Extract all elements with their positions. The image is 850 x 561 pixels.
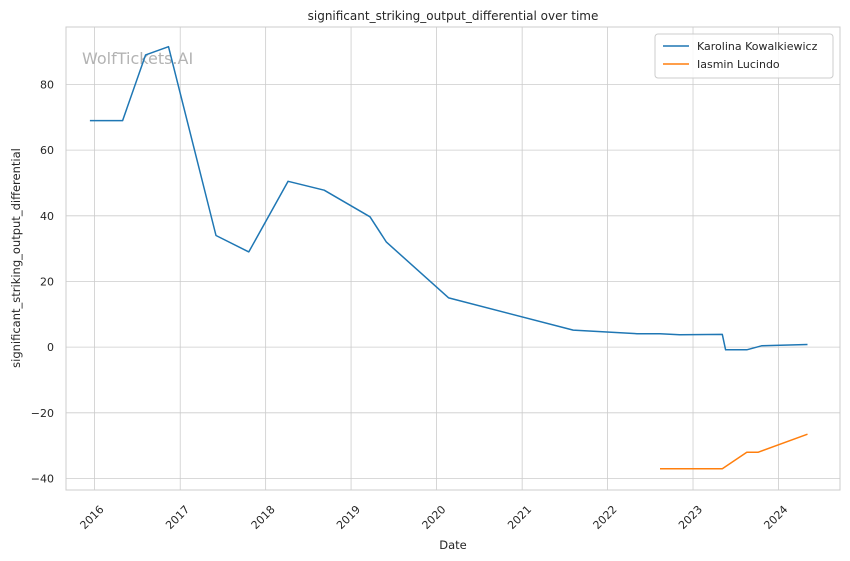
plot-background: [66, 27, 840, 490]
x-tick-labels: 2016 2017 2018 2019 2020 2021 2022 2023 2024: [78, 503, 791, 532]
watermark: WolfTickets.AI: [82, 49, 193, 68]
legend-box: [654, 33, 834, 79]
x-axis-title: Date: [439, 538, 467, 552]
x-tick-label: 2016: [78, 503, 107, 532]
x-tick-label: 2022: [591, 503, 620, 532]
legend-label-0: Karolina Kowalkiewicz: [697, 40, 818, 53]
x-tick-label: 2024: [761, 503, 790, 532]
y-tick-label: −40: [31, 473, 54, 486]
legend-label-1: Iasmin Lucindo: [697, 58, 780, 71]
series-line-1: [660, 433, 808, 470]
y-tick-label: 60: [40, 144, 54, 157]
chart-title: significant_striking_output_differential…: [308, 9, 599, 23]
y-tick-label: −20: [31, 407, 54, 420]
y-tick-label: 40: [40, 210, 54, 223]
y-tick-label: 0: [47, 341, 54, 354]
y-tick-label: 80: [40, 78, 54, 91]
y-tick-label: 20: [40, 275, 54, 288]
plot-frame: [65, 26, 841, 491]
series-layer: [89, 45, 808, 470]
x-tick-label: 2019: [334, 503, 363, 532]
x-tick-label: 2018: [249, 503, 278, 532]
x-tick-label: 2020: [420, 503, 449, 532]
x-tick-label: 2017: [163, 503, 192, 532]
series-line-0: [89, 45, 808, 351]
x-tick-label: 2021: [505, 503, 534, 532]
x-tick-label: 2023: [676, 503, 705, 532]
y-tick-labels: −40 −20 0 20 40 60 80: [31, 78, 54, 485]
y-axis-title: significant_striking_output_differential: [9, 148, 23, 368]
legend: Karolina Kowalkiewicz Iasmin Lucindo: [654, 33, 834, 79]
